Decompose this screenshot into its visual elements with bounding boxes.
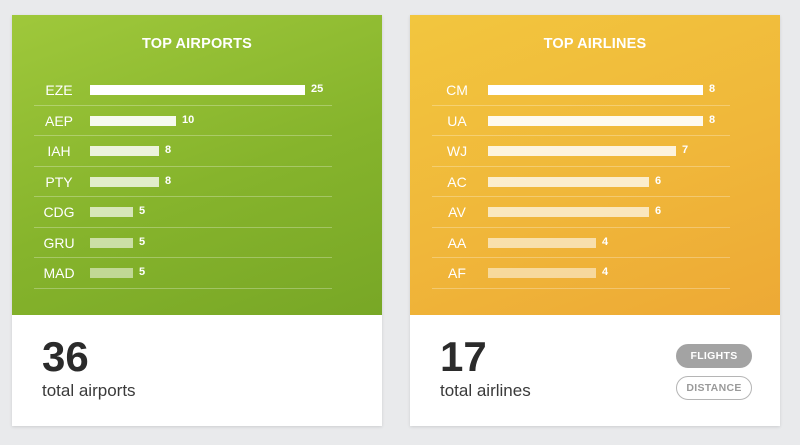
airline-code: UA xyxy=(447,112,467,129)
airlines-summary: 17 total airlines FLIGHTS DISTANCE xyxy=(410,315,780,426)
airport-code: CDG xyxy=(43,204,75,220)
airport-row: PTY 8 xyxy=(34,167,332,197)
airline-count: 6 xyxy=(655,174,662,187)
airline-row: UA 8 xyxy=(432,106,730,136)
airline-bar xyxy=(488,85,703,95)
airport-count: 5 xyxy=(139,205,146,217)
distance-toggle-button[interactable]: DISTANCE xyxy=(676,376,752,400)
airline-count: 7 xyxy=(682,144,689,156)
airport-code: EZE xyxy=(45,82,73,98)
airline-row: WJ 7 xyxy=(432,136,730,167)
airline-row: AA 4 xyxy=(432,228,730,258)
airport-code: PTY xyxy=(45,173,73,190)
airline-code: CM xyxy=(446,82,468,98)
airline-count: 4 xyxy=(602,235,609,248)
airline-code: AF xyxy=(448,265,466,281)
airport-bar xyxy=(90,115,176,126)
total-airlines-label: total airlines xyxy=(440,381,531,400)
airport-count: 10 xyxy=(182,113,195,126)
total-airports-label: total airports xyxy=(42,381,136,400)
airline-code: AV xyxy=(448,204,466,220)
airport-count: 25 xyxy=(311,83,324,95)
airline-row: AC 6 xyxy=(432,167,730,197)
airport-bar xyxy=(90,146,159,156)
top-airlines-card: TOP AIRLINES CM 8 UA 8 WJ 7 AC 6 AV 6 AA 4 AF 4… xyxy=(410,15,780,426)
top-airlines-title: TOP AIRLINES xyxy=(543,36,647,52)
total-airports-number: 36 xyxy=(42,333,89,380)
airline-bar xyxy=(488,237,596,248)
airport-bar xyxy=(90,237,133,248)
airline-count: 6 xyxy=(655,205,662,217)
airline-code: AA xyxy=(447,234,467,251)
airline-row: AF 4 xyxy=(432,258,730,289)
airline-row: CM 8 xyxy=(432,75,730,106)
airline-bar xyxy=(488,146,676,156)
airline-bar xyxy=(488,176,649,187)
airports-summary: 36 total airports xyxy=(12,315,382,426)
airport-code: MAD xyxy=(43,265,75,281)
airport-count: 5 xyxy=(139,235,146,248)
total-airlines-number: 17 xyxy=(440,333,487,380)
airline-code: WJ xyxy=(446,143,468,159)
airport-code: IAH xyxy=(47,143,71,159)
airport-count: 8 xyxy=(165,174,172,187)
airport-code: GRU xyxy=(43,234,75,251)
airport-bar xyxy=(90,85,305,95)
airline-row: AV 6 xyxy=(432,197,730,228)
airport-bar xyxy=(90,176,159,187)
airport-row: EZE 25 xyxy=(34,75,332,106)
airport-row: CDG 5 xyxy=(34,197,332,228)
top-airports-title: TOP AIRPORTS xyxy=(141,36,253,52)
top-airports-card: TOP AIRPORTS EZE 25 AEP 10 IAH 8 PTY 8 CDG 5 … xyxy=(12,15,382,426)
airport-row: AEP 10 xyxy=(34,106,332,136)
airline-code: AC xyxy=(447,173,467,190)
top-airports-list: EZE 25 AEP 10 IAH 8 PTY 8 CDG 5 GRU 5 MAD 5 xyxy=(34,75,332,289)
airport-row: IAH 8 xyxy=(34,136,332,167)
airline-bar xyxy=(488,115,703,126)
airport-row: MAD 5 xyxy=(34,258,332,289)
airport-count: 8 xyxy=(165,144,172,156)
airline-count: 4 xyxy=(602,266,609,278)
airport-count: 5 xyxy=(139,266,146,278)
top-airlines-panel: TOP AIRLINES CM 8 UA 8 WJ 7 AC 6 AV 6 AA 4 AF 4 xyxy=(410,15,780,315)
airport-bar xyxy=(90,207,133,217)
airport-bar xyxy=(90,268,133,278)
airline-bar xyxy=(488,207,649,217)
top-airports-panel: TOP AIRPORTS EZE 25 AEP 10 IAH 8 PTY 8 CDG 5 … xyxy=(12,15,382,315)
airport-code: AEP xyxy=(44,112,73,129)
top-airlines-list: CM 8 UA 8 WJ 7 AC 6 AV 6 AA 4 AF 4 xyxy=(432,75,730,289)
airline-count: 8 xyxy=(709,83,716,95)
airline-count: 8 xyxy=(709,113,716,126)
airline-bar xyxy=(488,268,596,278)
airport-row: GRU 5 xyxy=(34,228,332,258)
flights-toggle-button[interactable]: FLIGHTS xyxy=(676,344,752,368)
